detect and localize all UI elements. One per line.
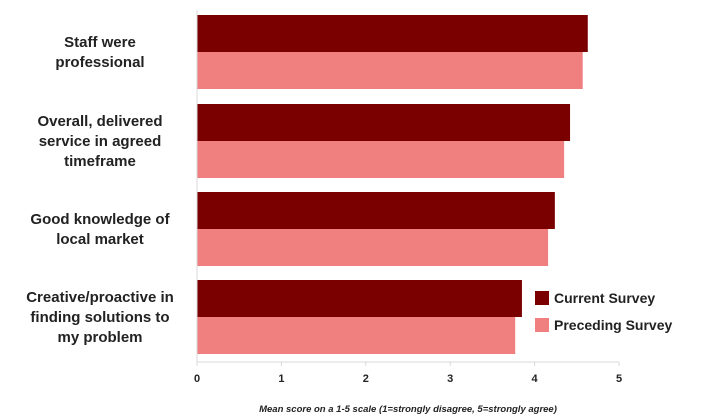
x-tick-label: 3 [447,373,453,385]
x-axis-ticks: 0 1 2 3 4 5 [194,362,622,385]
bar-current-3 [197,280,522,317]
category-label-line: Staff were [64,34,136,51]
category-label-line: Creative/proactive in [26,289,174,306]
category-label-line: service in agreed [39,133,162,150]
bars [197,15,588,354]
category-label-3: Creative/proactive in finding solutions t… [26,289,174,346]
category-labels: Staff were professional Overall, delivered… [26,34,174,346]
bar-preceding-1 [197,141,565,178]
x-axis-label: Mean score on a 1-5 scale (1=strongly di… [259,404,557,415]
legend: Current Survey Preceding Survey [535,290,672,333]
bar-current-0 [197,15,588,52]
category-label-line: timeframe [64,153,136,170]
category-label-line: finding solutions to [30,309,169,326]
x-tick-label: 4 [532,373,539,385]
bar-preceding-2 [197,229,549,266]
x-tick-label: 5 [616,373,622,385]
bar-current-2 [197,192,555,229]
category-label-line: Good knowledge of [30,211,170,228]
bar-preceding-3 [197,317,516,354]
x-tick-label: 2 [363,373,369,385]
legend-swatch-preceding [535,318,549,332]
category-label-1: Overall, delivered service in agreed timef… [37,113,162,170]
category-label-line: local market [56,231,144,248]
category-label-line: my problem [57,329,142,346]
category-label-line: professional [55,54,144,71]
legend-label-current: Current Survey [554,290,655,306]
legend-swatch-current [535,291,549,305]
category-label-0: Staff were professional [55,34,144,71]
x-tick-label: 0 [194,373,200,385]
bar-current-1 [197,104,571,141]
legend-label-preceding: Preceding Survey [554,317,672,333]
x-tick-label: 1 [278,373,284,385]
bar-preceding-0 [197,52,583,89]
category-label-line: Overall, delivered [37,113,162,130]
category-label-2: Good knowledge of local market [30,211,170,248]
